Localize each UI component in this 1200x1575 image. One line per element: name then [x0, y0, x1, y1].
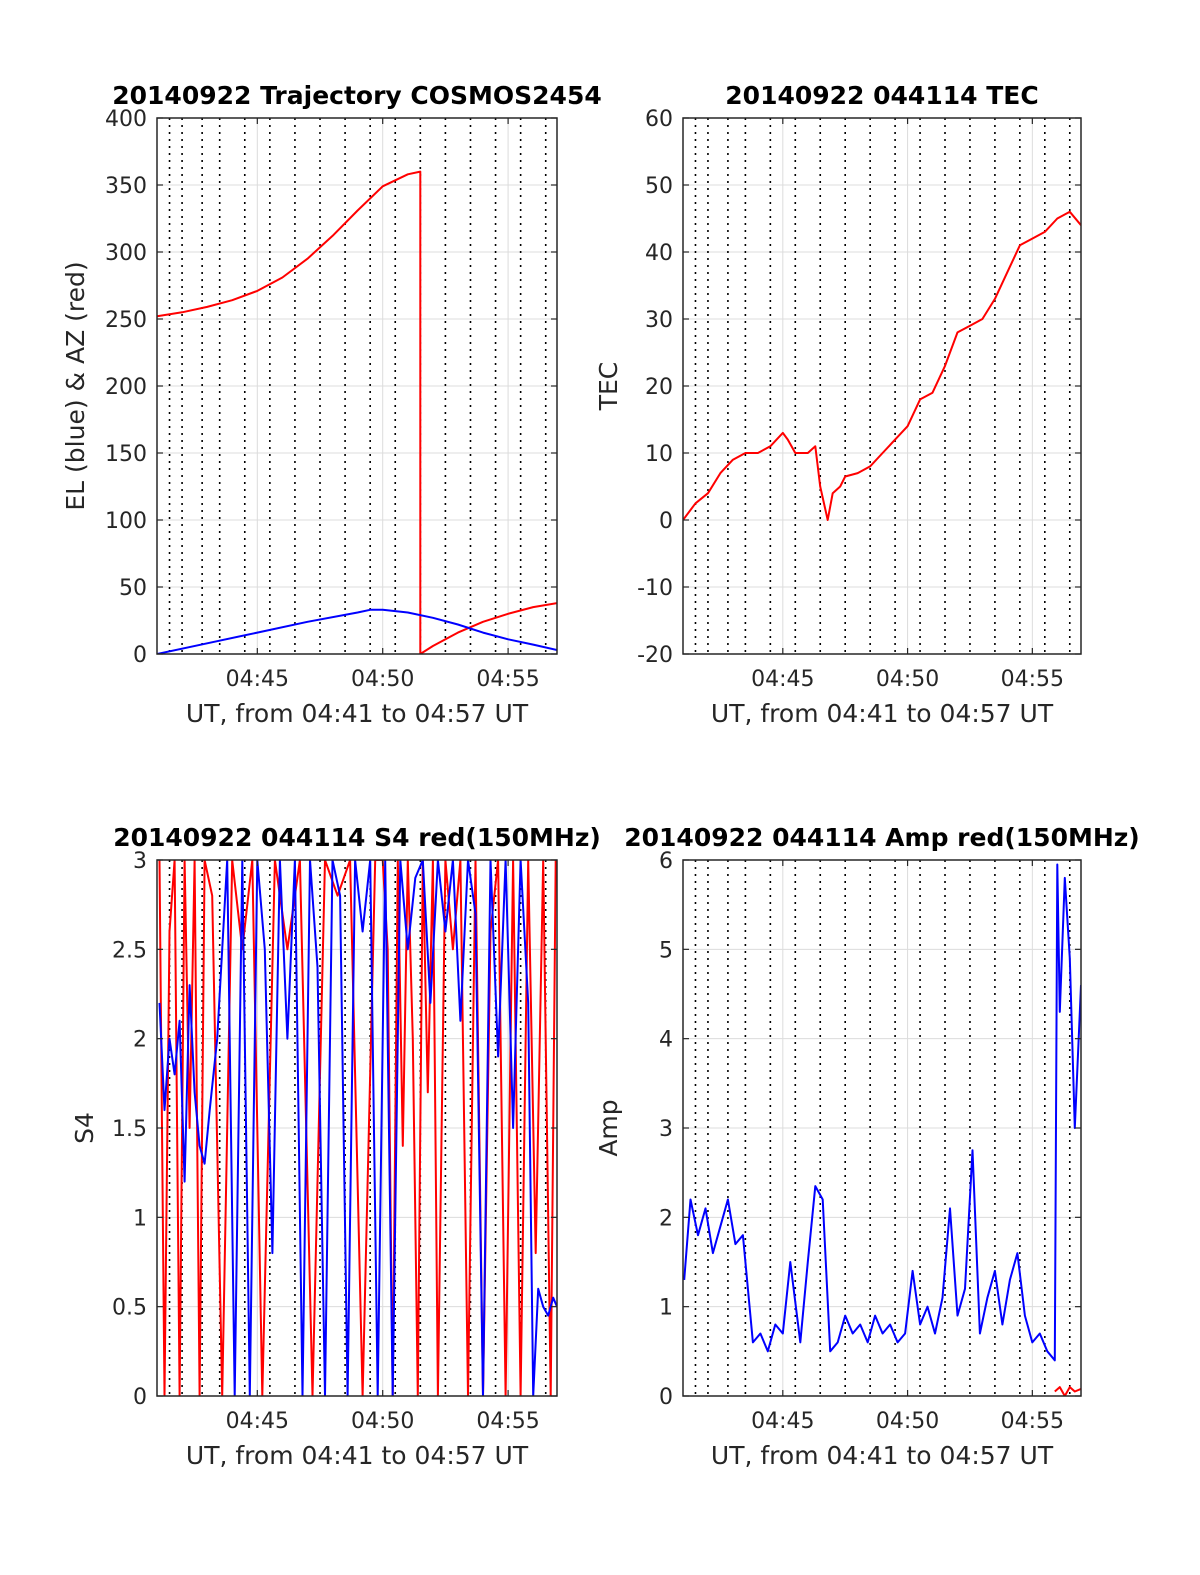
ytick-label: 60 [645, 107, 673, 132]
ytick-label: -10 [637, 576, 673, 601]
ytick-label: -20 [637, 643, 673, 668]
ytick-label: 0 [133, 643, 147, 668]
chart-title: 20140922 044114 Amp red(150MHz) [624, 823, 1140, 852]
series-s4-blue [158, 860, 557, 1396]
x-axis-label: UT, from 04:41 to 04:57 UT [711, 1441, 1054, 1470]
x-axis-label: UT, from 04:41 to 04:57 UT [186, 699, 529, 728]
y-axis-label: S4 [70, 1112, 99, 1144]
ytick-label: 400 [105, 107, 147, 132]
ytick-label: 6 [659, 849, 673, 874]
ytick-label: 150 [105, 442, 147, 467]
ytick-label: 200 [105, 375, 147, 400]
ytick-label: 2 [659, 1206, 673, 1231]
series-az [157, 170, 557, 654]
xtick-label: 04:45 [226, 1409, 289, 1434]
ytick-label: 100 [105, 509, 147, 534]
chart-tec: -20 -10 0 10 20 30 40 50 60 04:45 04:50 04:55 201409… [594, 81, 1082, 728]
ytick-label: 20 [645, 375, 673, 400]
ytick-label: 0 [133, 1385, 147, 1410]
ytick-label: 40 [645, 241, 673, 266]
xtick-label: 04:45 [226, 667, 289, 692]
ytick-label: 1.5 [112, 1117, 147, 1142]
xtick-label: 04:50 [351, 667, 414, 692]
xtick-label: 04:50 [351, 1409, 414, 1434]
chart-title: 20140922 044114 S4 red(150MHz) [113, 823, 601, 852]
ytick-label: 350 [105, 174, 147, 199]
ytick-label: 1 [133, 1206, 147, 1231]
y-axis-label: TEC [594, 362, 623, 412]
ytick-label: 3 [659, 1117, 673, 1142]
chart-title: 20140922 044114 TEC [725, 81, 1038, 110]
series-el [157, 608, 557, 654]
chart-trajectory: 0 50 100 150 200 250 300 350 400 04:45 04:50 04:55 2… [61, 81, 602, 728]
xtick-label: 04:50 [876, 1409, 939, 1434]
xtick-label: 04:55 [476, 1409, 539, 1434]
ytick-label: 1 [659, 1296, 673, 1321]
y-axis-label: Amp [594, 1099, 623, 1156]
ytick-label: 0 [659, 1385, 673, 1410]
xtick-label: 04:50 [876, 667, 939, 692]
ytick-label: 2 [133, 1028, 147, 1053]
ytick-label: 250 [105, 308, 147, 333]
chart-s4: 0 0.5 1 1.5 2 2.5 3 04:45 04:50 04:55 20140922 044… [70, 823, 601, 1470]
series-amp-red [1054, 1386, 1081, 1396]
ytick-label: 30 [645, 308, 673, 333]
x-axis-label: UT, from 04:41 to 04:57 UT [186, 1441, 529, 1470]
ytick-label: 4 [659, 1028, 673, 1053]
xtick-label: 04:45 [751, 1409, 814, 1434]
xtick-label: 04:55 [476, 667, 539, 692]
ytick-label: 3 [133, 849, 147, 874]
series-amp-blue [683, 863, 1081, 1362]
chart-amp: 0 1 2 3 4 5 6 04:45 04:50 04:55 20140922 044114 Am… [594, 823, 1140, 1470]
chart-title: 20140922 Trajectory COSMOS2454 [112, 81, 602, 110]
ytick-label: 5 [659, 938, 673, 963]
ytick-label: 300 [105, 241, 147, 266]
xtick-label: 04:45 [751, 667, 814, 692]
ytick-label: 0.5 [112, 1296, 147, 1321]
y-axis-label: EL (blue) & AZ (red) [61, 261, 90, 510]
ytick-label: 50 [645, 174, 673, 199]
ytick-label: 10 [645, 442, 673, 467]
ytick-label: 50 [119, 576, 147, 601]
series-tec [683, 210, 1081, 521]
x-axis-label: UT, from 04:41 to 04:57 UT [711, 699, 1054, 728]
ytick-label: 0 [659, 509, 673, 534]
ytick-label: 2.5 [112, 938, 147, 963]
xtick-label: 04:55 [1001, 667, 1064, 692]
xtick-label: 04:55 [1001, 1409, 1064, 1434]
